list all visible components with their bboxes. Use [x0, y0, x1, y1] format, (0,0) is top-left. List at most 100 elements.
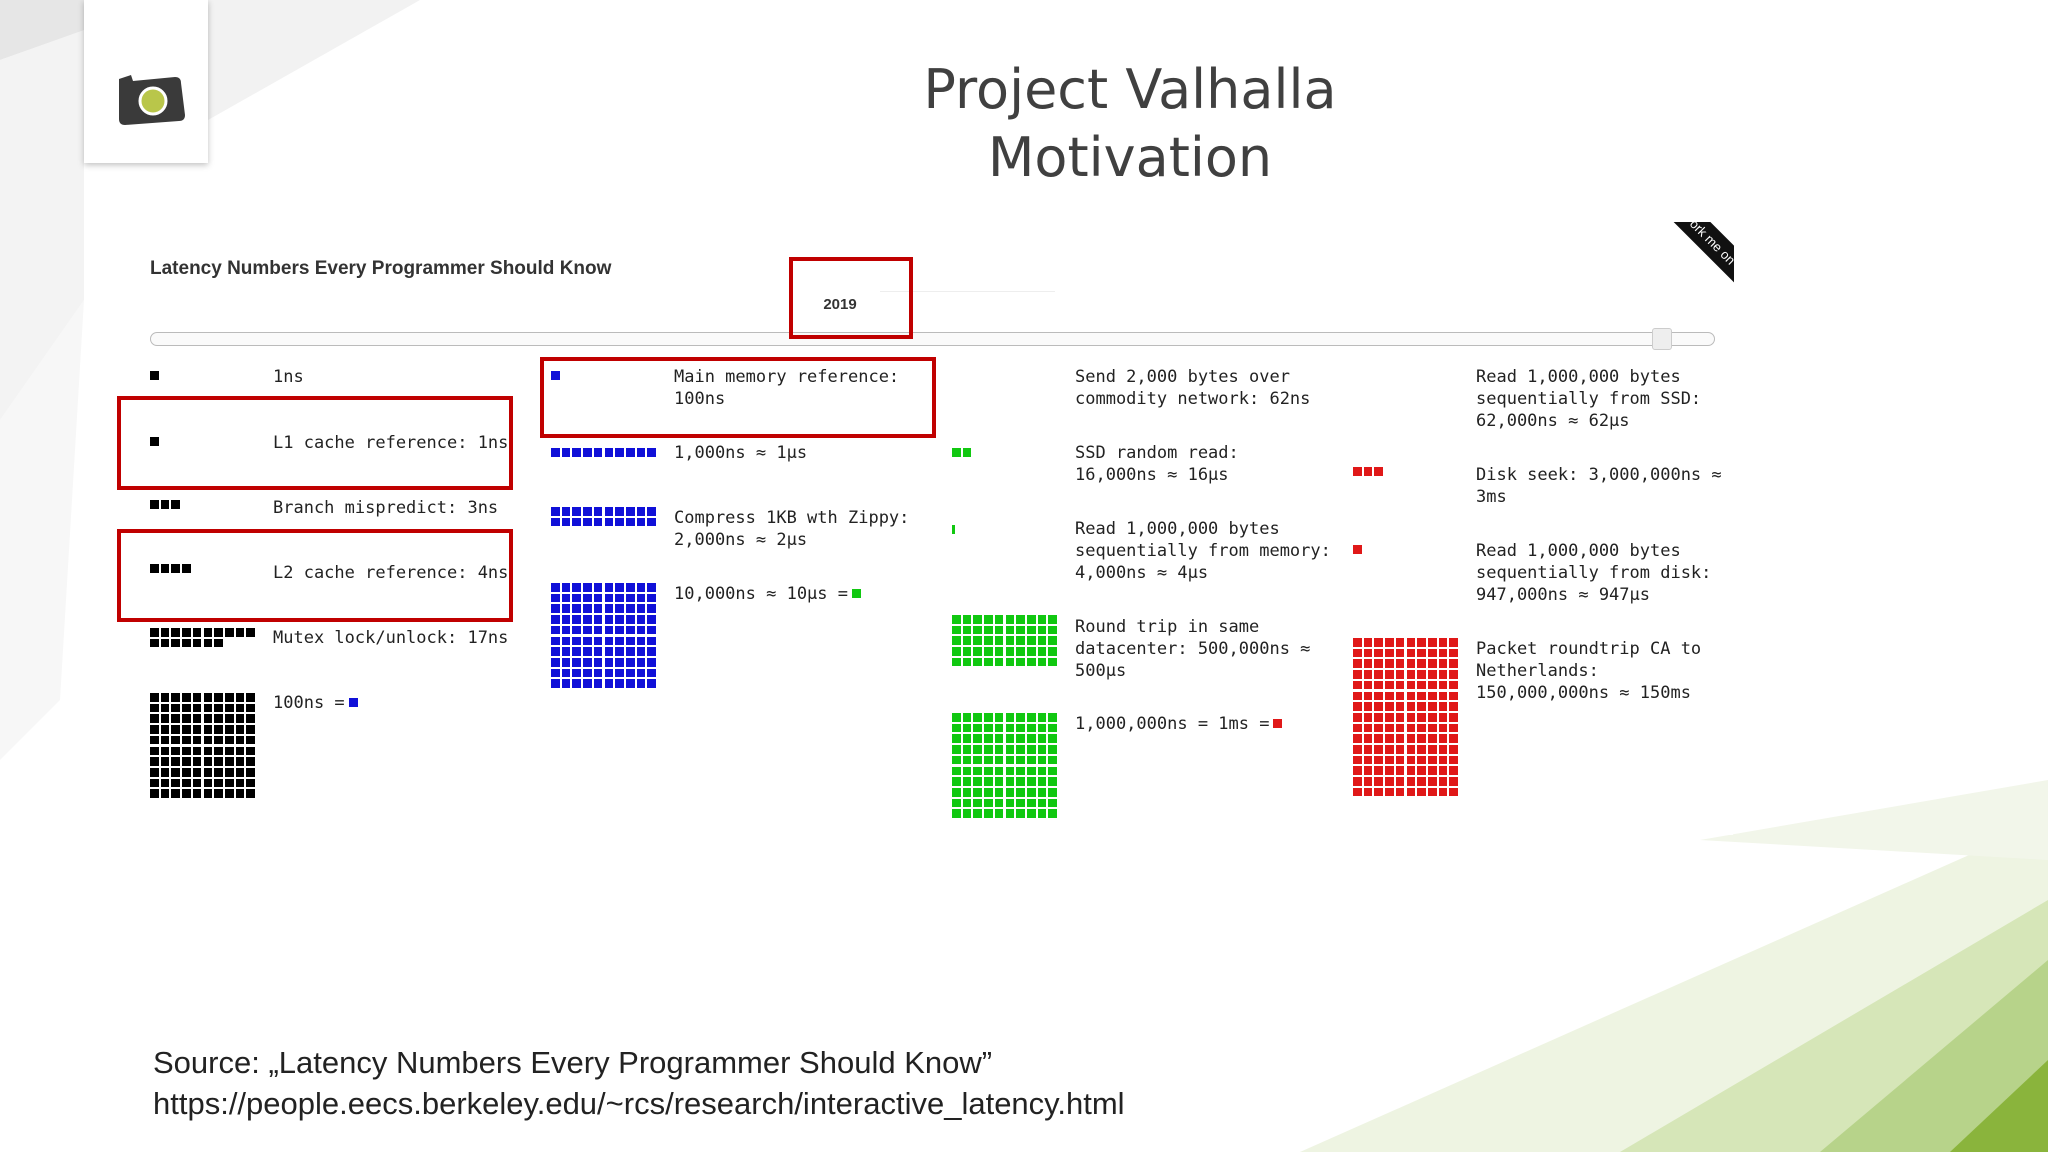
latency-square: [615, 448, 624, 457]
latency-square: [1374, 755, 1384, 765]
latency-square: [994, 625, 1004, 635]
latency-screenshot-panel: [118, 220, 1733, 835]
latency-square: [561, 657, 571, 667]
latency-square: [604, 517, 614, 527]
latency-square: [551, 625, 560, 635]
latency-square: [604, 636, 614, 646]
latency-square: [235, 778, 245, 788]
label-1ns: 1ns: [273, 367, 304, 387]
latency-square: [1395, 680, 1405, 690]
latency-square: [1037, 647, 1047, 656]
latency-square: [171, 638, 181, 648]
latency-square: [647, 657, 656, 667]
latency-square: [203, 767, 213, 777]
latency-square: [1395, 712, 1405, 722]
latency-square: [583, 625, 592, 635]
latency-square: [1438, 777, 1448, 786]
latency-square: [1438, 670, 1448, 679]
latency-square: [203, 628, 213, 637]
latency-square: [583, 593, 592, 603]
latency-square: [962, 809, 972, 818]
latency-square: [952, 755, 961, 765]
latency-square: [561, 647, 571, 656]
latency-square: [973, 798, 983, 808]
latency-square: [182, 725, 191, 734]
latency-square: [150, 500, 159, 509]
latency-square: [150, 725, 159, 734]
latency-square: [1385, 712, 1394, 722]
year-slider-handle[interactable]: [1652, 328, 1672, 350]
latency-square: [593, 448, 603, 457]
latency-square: [224, 789, 234, 798]
latency-square: [1374, 691, 1384, 701]
latency-square: [551, 657, 560, 667]
latency-square: [593, 668, 603, 678]
latency-square: [1037, 777, 1047, 786]
latency-square: [984, 636, 993, 646]
latency-square: [625, 625, 635, 635]
latency-square: [973, 713, 983, 722]
latency-square: [636, 657, 646, 667]
latency-square: [593, 647, 603, 656]
latency-square: [1048, 798, 1057, 808]
latency-square: [1005, 636, 1015, 646]
latency-square: [192, 725, 202, 734]
latency-square: [952, 809, 961, 818]
latency-square: [192, 638, 202, 648]
latency-square: [1406, 777, 1416, 786]
latency-square: [1026, 734, 1036, 744]
latency-square: [160, 778, 170, 788]
latency-square: [1048, 723, 1057, 733]
latency-square: [1385, 787, 1394, 797]
latency-square: [583, 615, 592, 624]
latency-square: [647, 583, 656, 592]
latency-square: [1427, 638, 1437, 647]
latency-square: [246, 789, 255, 798]
latency-square: [1449, 712, 1458, 722]
github-ribbon[interactable]: Fork me on GitHub: [1660, 222, 1734, 296]
latency-square: [214, 693, 223, 702]
latency-square: [647, 647, 656, 656]
latency-square: [1438, 712, 1448, 722]
year-slider-track[interactable]: [150, 332, 1715, 346]
latency-square: [551, 668, 560, 678]
label-mutex: Mutex lock/unlock: 17ns: [273, 628, 509, 648]
latency-square: [973, 777, 983, 786]
latency-square: [171, 703, 181, 713]
latency-square: [1427, 745, 1437, 754]
latency-square: [561, 593, 571, 603]
latency-square: [593, 593, 603, 603]
latency-square: [1353, 734, 1362, 743]
latency-square: [952, 723, 961, 733]
latency-square: [593, 517, 603, 527]
highlight-l2-cache: [117, 529, 513, 622]
latency-square: [952, 745, 961, 754]
latency-square: [984, 777, 993, 786]
latency-square: [1406, 766, 1416, 776]
latency-square: [171, 746, 181, 756]
latency-square: [561, 448, 571, 457]
latency-square: [1005, 809, 1015, 818]
latency-square: [1427, 734, 1437, 743]
latency-square: [1449, 755, 1458, 765]
latency-square: [1374, 745, 1384, 754]
source-url[interactable]: https://people.eecs.berkeley.edu/~rcs/re…: [153, 1086, 1125, 1121]
latency-square: [583, 448, 592, 457]
latency-square: [625, 517, 635, 527]
latency-square: [593, 507, 603, 516]
latency-square: [1395, 659, 1405, 669]
latency-square: [203, 693, 213, 702]
latency-square: [1353, 723, 1362, 733]
latency-square: [1427, 680, 1437, 690]
latency-square: [182, 714, 191, 724]
latency-square: [1026, 615, 1036, 624]
latency-square: [214, 714, 223, 724]
latency-square: [1005, 657, 1015, 667]
latency-square: [1005, 745, 1015, 754]
latency-square: [1353, 467, 1362, 476]
latency-square: [1417, 702, 1426, 711]
latency-square: [604, 448, 614, 457]
latency-square: [1374, 712, 1384, 722]
latency-square: [572, 604, 582, 614]
latency-square: [625, 668, 635, 678]
